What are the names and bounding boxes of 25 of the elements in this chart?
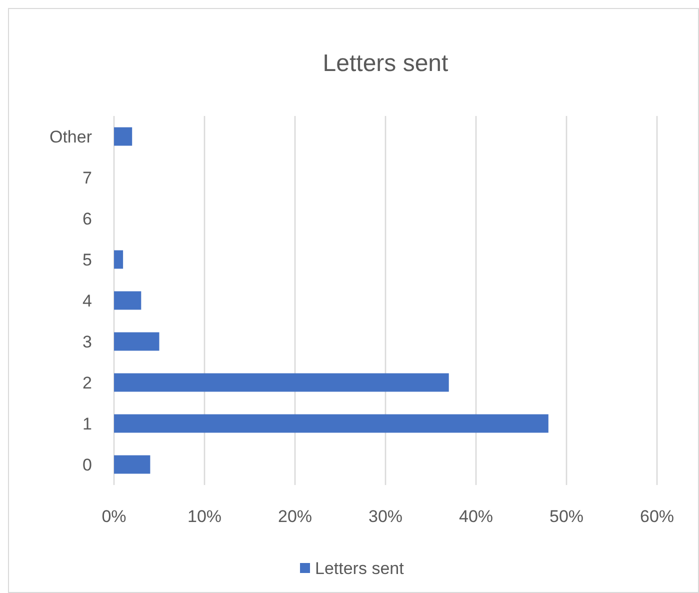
bar: [114, 250, 124, 269]
bar: [114, 127, 132, 146]
bar: [114, 332, 160, 351]
y-tick-label: 5: [82, 250, 92, 270]
y-tick-label: 1: [82, 414, 92, 434]
bar: [114, 414, 548, 433]
x-tick-label: 40%: [458, 507, 494, 526]
x-tick-label: 20%: [278, 507, 312, 526]
x-tick-label: 30%: [368, 507, 403, 526]
x-tick-label: 0%: [102, 507, 126, 526]
chart-title: Letters sent: [322, 50, 449, 77]
y-tick-label: Other: [49, 127, 92, 146]
y-tick-label: 3: [82, 332, 92, 352]
y-tick-label: 0: [82, 455, 92, 474]
y-tick-label: 2: [82, 373, 92, 392]
legend-label: Letters sent: [315, 558, 404, 578]
x-tick-label: 60%: [640, 507, 674, 526]
bar: [114, 455, 150, 474]
y-tick-label: 6: [82, 209, 92, 228]
x-tick-label: 10%: [187, 507, 222, 526]
bar: [114, 373, 449, 392]
x-tick-label: 50%: [549, 507, 584, 526]
bar: [114, 291, 142, 310]
y-tick-label: 4: [82, 291, 92, 310]
y-tick-label: 7: [82, 168, 92, 188]
